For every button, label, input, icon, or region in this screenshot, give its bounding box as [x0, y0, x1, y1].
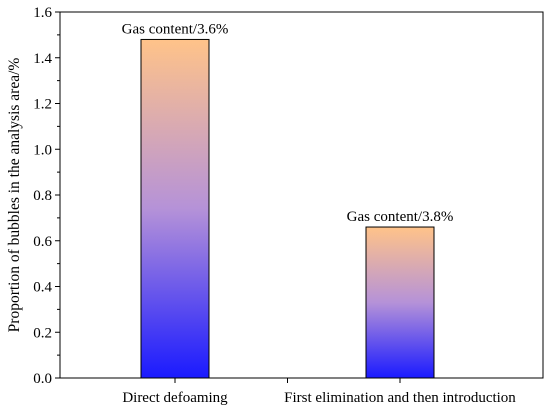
y-tick-label: 0.6 [33, 234, 52, 250]
bar-1 [140, 38, 210, 379]
data-labels: Gas content/3.6% Gas content/3.8% [122, 21, 454, 225]
y-axis-title: Proportion of bubbles in the analysis ar… [6, 58, 23, 333]
y-axis-ticks: 0.0 0.2 0.4 0.6 0.8 1.0 1.2 1.4 1.6 [33, 5, 60, 387]
y-tick-label: 1.4 [33, 51, 52, 67]
bar-annotation-2: Gas content/3.8% [347, 209, 454, 225]
y-tick-label: 0.8 [33, 188, 52, 204]
bars [140, 38, 435, 379]
bar-annotation-1: Gas content/3.6% [122, 21, 229, 37]
x-tick-label-1: Direct defoaming [122, 390, 228, 406]
y-tick-label: 1.6 [33, 5, 52, 21]
y-tick-label: 0.2 [33, 325, 52, 341]
x-axis-ticks: Direct defoaming First elimination and th… [122, 378, 516, 406]
plot-frame [59, 11, 544, 379]
y-tick-label: 0.0 [33, 371, 52, 387]
bar-2 [365, 226, 435, 379]
y-tick-label: 1.0 [33, 142, 52, 158]
y-tick-label: 1.2 [33, 97, 52, 113]
x-tick-label-2: First elimination and then introduction [284, 390, 516, 406]
y-tick-label: 0.4 [33, 280, 52, 296]
